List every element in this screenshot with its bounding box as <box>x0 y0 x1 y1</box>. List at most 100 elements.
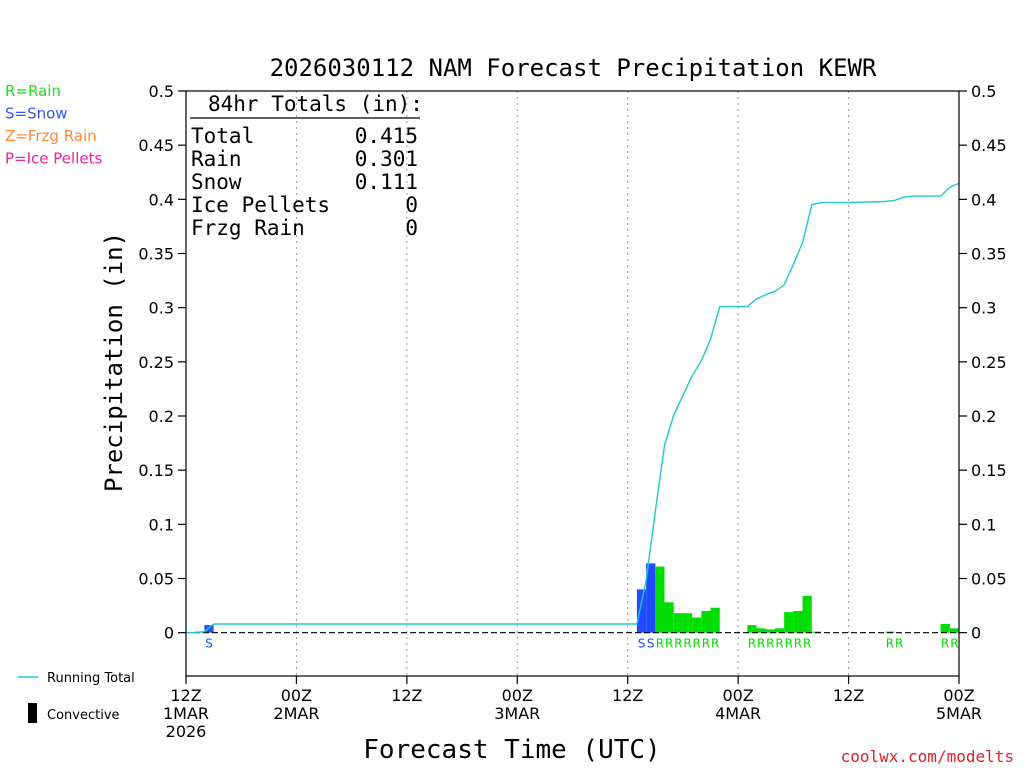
y-tick-label-right: 0.4 <box>971 190 996 209</box>
y-tick-label: 0.25 <box>138 353 174 372</box>
legend-entry: R=Rain <box>5 82 61 100</box>
precip-bar <box>701 611 711 633</box>
precip-bar <box>949 628 959 633</box>
y-tick-label: 0.1 <box>149 515 174 534</box>
ptype-marker: R <box>803 637 811 651</box>
y-tick-label: 0 <box>164 624 174 643</box>
ptype-marker: R <box>766 637 774 651</box>
totals-row-value: 0 <box>405 193 418 217</box>
y-tick-label: 0.05 <box>138 570 174 589</box>
precip-bar <box>710 607 720 633</box>
y-tick-label-right: 0.05 <box>971 570 1007 589</box>
totals-row-value: 0.111 <box>355 170 418 194</box>
y-tick-label-right: 0.5 <box>971 82 996 101</box>
x-tick-label: 2026 <box>166 722 207 741</box>
ptype-marker: R <box>748 637 756 651</box>
totals-row-label: Snow <box>191 170 242 194</box>
ptype-marker: R <box>674 637 682 651</box>
x-tick-label: 12Z <box>612 686 643 705</box>
totals-box: 84hr Totals (in): Total 0.415 Rain 0.301 Snow… <box>190 92 423 240</box>
y-tick-label-right: 0 <box>971 624 981 643</box>
precip-bar <box>673 613 683 633</box>
precip-bar <box>655 566 665 633</box>
ptype-marker: S <box>205 637 213 651</box>
ptype-marker: R <box>775 637 783 651</box>
y-tick-label: 0.2 <box>149 407 174 426</box>
precip-bar <box>765 629 775 633</box>
precip-bar <box>774 628 785 633</box>
precip-bar <box>204 625 214 633</box>
precip-bar <box>940 624 950 633</box>
totals-row-label: Rain <box>191 147 242 171</box>
y-tick-label-right: 0.15 <box>971 461 1007 480</box>
totals-row-value: 0 <box>405 216 418 240</box>
ptype-marker: S <box>647 637 655 651</box>
y-tick-label-right: 0.2 <box>971 407 996 426</box>
y-tick-label-right: 0.45 <box>971 136 1007 155</box>
y-tick-label: 0.35 <box>138 245 174 264</box>
precip-bar <box>682 613 693 633</box>
y-axis-left: 0 0.05 0.1 0.15 0.2 0.25 0.3 0.35 0.4 0.45 0.5 <box>138 82 186 643</box>
line-legend: Running Total Convective <box>18 671 135 723</box>
totals-row-label: Total <box>191 124 254 148</box>
totals-row-label: Ice Pellets <box>191 193 330 217</box>
running-total-line <box>186 182 960 634</box>
x-tick-label: 12Z <box>833 686 864 705</box>
x-tick-label: 1MAR <box>163 704 209 723</box>
precip-bar <box>756 628 766 633</box>
precip-bar <box>747 625 757 633</box>
legend-entry: S=Snow <box>5 105 68 123</box>
y-axis-right: 0 0.05 0.1 0.15 0.2 0.25 0.3 0.35 0.4 0.45 0.5 <box>959 82 1007 643</box>
x-tick-label: 12Z <box>170 686 201 705</box>
y-tick-label: 0.5 <box>149 82 174 101</box>
grid-lines <box>295 91 850 676</box>
ptype-marker: R <box>683 637 691 651</box>
ptype-marker: R <box>785 637 793 651</box>
precip-bar <box>646 563 656 633</box>
x-axis-label: Forecast Time (UTC) <box>363 735 660 765</box>
chart-title: 2026030112 NAM Forecast Precipitation KE… <box>270 54 877 82</box>
y-tick-label-right: 0.1 <box>971 515 996 534</box>
y-axis-label: Precipitation (in) <box>100 232 128 492</box>
y-tick-label-right: 0.25 <box>971 353 1007 372</box>
x-tick-label: 4MAR <box>715 704 761 723</box>
ptype-marker: S <box>638 637 646 651</box>
ptype-marker: R <box>711 637 719 651</box>
ptype-marker: R <box>693 637 701 651</box>
x-tick-label: 00Z <box>722 686 753 705</box>
y-tick-label: 0.3 <box>149 299 174 318</box>
ptype-marker: R <box>665 637 673 651</box>
y-tick-label: 0.45 <box>138 136 174 155</box>
ptype-marker: R <box>794 637 802 651</box>
ptype-marker: R <box>895 637 903 651</box>
ptype-marker: R <box>941 637 949 651</box>
ptype-marker: R <box>950 637 958 651</box>
y-tick-label-right: 0.35 <box>971 245 1007 264</box>
x-tick-label: 00Z <box>281 686 312 705</box>
y-tick-label-right: 0.3 <box>971 299 996 318</box>
legend-entry: Z=Frzg Rain <box>5 127 97 145</box>
precip-bars <box>195 563 959 633</box>
plot-frame <box>185 90 960 677</box>
ptype-marker: R <box>656 637 664 651</box>
legend-entry: P=Ice Pellets <box>5 150 102 168</box>
totals-row-value: 0.415 <box>355 124 418 148</box>
ptype-marker: R <box>702 637 710 651</box>
precip-bar <box>784 612 794 633</box>
running-total-legend-label: Running Total <box>47 671 135 686</box>
x-tick-label: 2MAR <box>273 704 319 723</box>
footer-credit: coolwx.com/modelts <box>841 747 1014 766</box>
x-tick-label: 3MAR <box>494 704 540 723</box>
y-tick-label: 0.4 <box>149 190 174 209</box>
x-tick-label: 12Z <box>391 686 422 705</box>
convective-legend-label: Convective <box>47 708 120 723</box>
totals-row-label: Frzg Rain <box>191 216 305 240</box>
precip-bar <box>664 602 674 633</box>
y-tick-label: 0.15 <box>138 461 174 480</box>
totals-header: 84hr Totals (in): <box>208 92 423 116</box>
x-tick-label: 00Z <box>943 686 974 705</box>
ptype-marker: R <box>757 637 765 651</box>
precip-bar <box>802 595 812 633</box>
